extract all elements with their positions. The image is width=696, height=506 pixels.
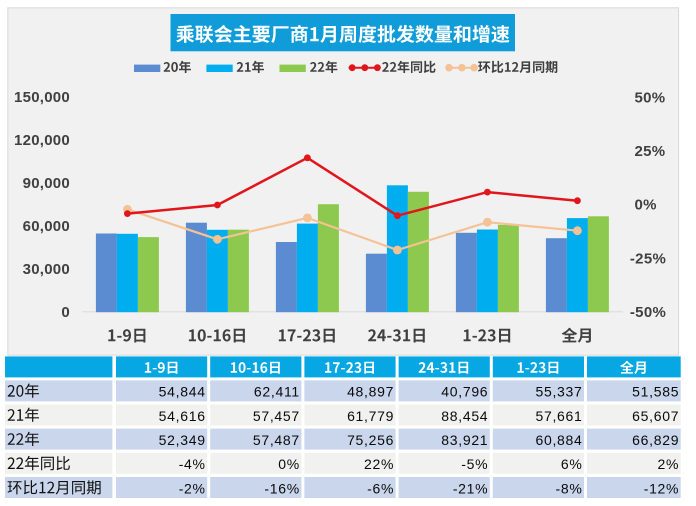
svg-text:75,256: 75,256 — [347, 432, 394, 448]
svg-text:51,585: 51,585 — [632, 384, 679, 400]
svg-text:6%: 6% — [561, 456, 583, 472]
svg-text:-25%: -25% — [630, 250, 666, 267]
svg-text:-6%: -6% — [367, 480, 394, 496]
svg-text:88,454: 88,454 — [441, 408, 488, 424]
svg-text:60,000: 60,000 — [23, 218, 70, 235]
svg-text:-5%: -5% — [461, 456, 488, 472]
svg-text:-12%: -12% — [644, 480, 679, 496]
svg-text:120,000: 120,000 — [14, 132, 70, 149]
svg-text:150,000: 150,000 — [14, 89, 70, 106]
svg-text:-21%: -21% — [453, 480, 488, 496]
svg-text:55,337: 55,337 — [535, 384, 582, 400]
svg-text:25%: 25% — [635, 143, 666, 160]
svg-text:0%: 0% — [635, 197, 657, 214]
svg-text:-50%: -50% — [630, 304, 666, 321]
svg-text:90,000: 90,000 — [23, 175, 70, 192]
svg-text:2%: 2% — [658, 456, 680, 472]
svg-text:61,779: 61,779 — [347, 408, 394, 424]
svg-text:54,844: 54,844 — [159, 384, 206, 400]
svg-text:0: 0 — [61, 304, 70, 321]
svg-text:-2%: -2% — [179, 480, 206, 496]
svg-text:83,921: 83,921 — [441, 432, 488, 448]
svg-text:57,457: 57,457 — [253, 408, 300, 424]
svg-text:52,349: 52,349 — [159, 432, 206, 448]
svg-text:22%: 22% — [364, 456, 394, 472]
svg-text:-4%: -4% — [179, 456, 206, 472]
svg-text:57,661: 57,661 — [535, 408, 582, 424]
svg-text:54,616: 54,616 — [159, 408, 206, 424]
svg-text:-8%: -8% — [556, 480, 583, 496]
svg-text:60,884: 60,884 — [535, 432, 582, 448]
svg-text:30,000: 30,000 — [23, 261, 70, 278]
svg-text:66,829: 66,829 — [632, 432, 679, 448]
svg-text:-16%: -16% — [264, 480, 299, 496]
svg-text:50%: 50% — [635, 89, 666, 106]
svg-text:48,897: 48,897 — [347, 384, 394, 400]
svg-text:57,487: 57,487 — [253, 432, 300, 448]
svg-text:62,411: 62,411 — [254, 384, 300, 400]
svg-text:0%: 0% — [278, 456, 300, 472]
svg-text:40,796: 40,796 — [441, 384, 488, 400]
svg-text:65,607: 65,607 — [632, 408, 679, 424]
